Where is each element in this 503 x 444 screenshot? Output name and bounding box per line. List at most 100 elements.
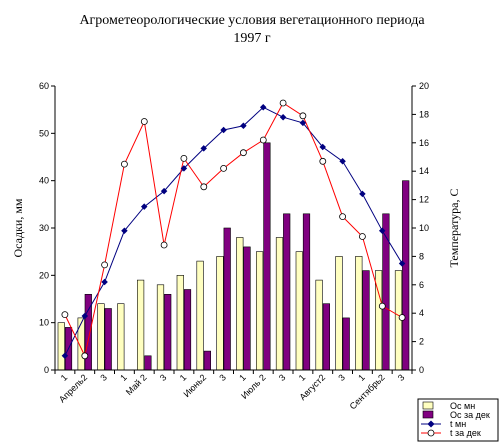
bar-os-dek-11 <box>283 213 291 371</box>
y-tick-label: 20 <box>39 270 49 280</box>
point-t-mn-10 <box>259 103 267 111</box>
bar-os-dek-5 <box>164 293 172 371</box>
line-layer <box>61 99 406 360</box>
y2-tick-label: 4 <box>419 308 424 318</box>
point-t-dek-4 <box>140 118 148 125</box>
right-axis-ticks: 0 2 4 6 8 10 12 14 16 18 20 <box>412 81 429 375</box>
bar-os-mn-7 <box>196 260 204 371</box>
point-t-dek-6 <box>180 154 188 162</box>
point-t-mn-14 <box>339 158 346 165</box>
point-t-mn-1 <box>81 312 89 320</box>
y-tick-label: 60 <box>39 81 49 91</box>
legend: Ос мн Ос за дек t мн t за дек <box>417 398 499 442</box>
y-tick-label: 40 <box>39 176 49 186</box>
left-axis-ticks: 0 10 20 30 40 50 60 <box>39 81 55 375</box>
point-t-dek-3 <box>121 160 128 168</box>
chart-title: Агрометеорологические условия вегетацион… <box>79 13 425 28</box>
point-t-mn-3 <box>121 227 128 235</box>
y2-tick-label: 6 <box>419 280 424 290</box>
x-tick-label: 3 <box>158 372 169 383</box>
bar-os-dek-8 <box>223 227 231 371</box>
point-t-mn-17 <box>398 260 406 267</box>
bar-os-mn-10 <box>255 251 264 371</box>
point-t-dek-7 <box>200 183 208 191</box>
point-t-mn-6 <box>180 165 188 172</box>
legend-marker-t-mn <box>427 420 435 428</box>
point-t-mn-7 <box>200 145 207 152</box>
x-tick-label: 1 <box>237 372 248 383</box>
bar-os-mn-9 <box>236 237 244 371</box>
bar-os-mn-0 <box>57 322 65 371</box>
point-t-dek-5 <box>160 241 168 249</box>
x-tick-label: Май 2 <box>124 372 149 397</box>
bar-os-dek-14 <box>342 317 350 371</box>
bar-os-mn-3 <box>117 303 125 371</box>
point-t-mn-16 <box>378 227 386 234</box>
y-tick-label: 10 <box>39 318 49 328</box>
bar-os-mn-4 <box>137 279 145 371</box>
y2-tick-label: 0 <box>419 365 424 375</box>
bar-os-dek-7 <box>203 350 212 371</box>
y2-tick-label: 10 <box>419 223 429 233</box>
bar-os-dek-15 <box>362 270 370 371</box>
y2-tick-label: 14 <box>419 166 429 176</box>
point-t-mn-5 <box>160 187 168 195</box>
point-t-mn-13 <box>319 143 326 151</box>
x-tick-label: 1 <box>178 372 189 383</box>
x-tick-label: 1 <box>297 372 308 383</box>
legend-label-t-dek: t за дек <box>450 428 481 438</box>
legend-swatch-os-dek <box>422 410 434 419</box>
bar-os-mn-5 <box>156 284 165 371</box>
point-t-mn-11 <box>279 113 287 121</box>
point-t-dek-10 <box>259 136 267 144</box>
x-tick-label: 1 <box>59 372 70 383</box>
line-t-mn <box>64 106 403 357</box>
bar-os-dek-2 <box>104 308 112 371</box>
y2-tick-label: 12 <box>419 195 429 205</box>
x-tick-label: Сентябрь2 <box>348 372 387 411</box>
bar-layer <box>57 142 410 371</box>
bar-os-dek-4 <box>144 355 152 371</box>
y-axis-label: Осадки, мм <box>11 198 25 257</box>
y2-tick-label: 16 <box>419 138 429 148</box>
bar-os-mn-2 <box>97 303 105 371</box>
x-tick-label: 1 <box>118 372 129 383</box>
point-t-dek-15 <box>358 233 366 240</box>
bar-os-mn-14 <box>335 256 343 371</box>
point-t-dek-12 <box>299 112 307 120</box>
point-t-dek-2 <box>101 261 108 269</box>
bar-os-mn-8 <box>216 256 224 371</box>
point-t-dek-17 <box>398 314 406 321</box>
legend-label-t-mn: t мн <box>450 419 466 429</box>
y2-axis-label: Температура, С <box>447 189 461 268</box>
y2-tick-label: 20 <box>419 81 429 91</box>
x-tick-label: 3 <box>277 372 288 383</box>
bar-os-mn-12 <box>295 251 303 371</box>
legend-swatch-os-mn <box>422 401 434 410</box>
bar-os-mn-15 <box>355 256 363 371</box>
bar-os-dek-10 <box>263 142 271 371</box>
bar-os-mn-6 <box>176 274 184 371</box>
point-t-dek-0 <box>61 311 69 319</box>
point-t-dek-14 <box>339 213 347 221</box>
y-tick-label: 50 <box>39 128 49 138</box>
x-tick-label: 3 <box>396 372 407 383</box>
point-t-mn-8 <box>220 126 227 134</box>
point-t-mn-15 <box>359 190 366 198</box>
x-tick-label: 3 <box>98 372 109 383</box>
y-tick-label: 0 <box>44 365 49 375</box>
bar-os-dek-13 <box>322 303 331 371</box>
point-t-mn-9 <box>240 122 247 130</box>
point-t-dek-13 <box>319 157 327 165</box>
bar-os-dek-9 <box>243 246 251 371</box>
bar-os-mn-13 <box>315 279 323 371</box>
x-tick-label: 3 <box>336 372 347 383</box>
point-t-dek-11 <box>279 99 287 107</box>
bar-os-dek-17 <box>402 180 410 371</box>
point-t-dek-16 <box>378 302 386 310</box>
y-tick-label: 30 <box>39 223 49 233</box>
point-t-mn-2 <box>101 278 108 286</box>
